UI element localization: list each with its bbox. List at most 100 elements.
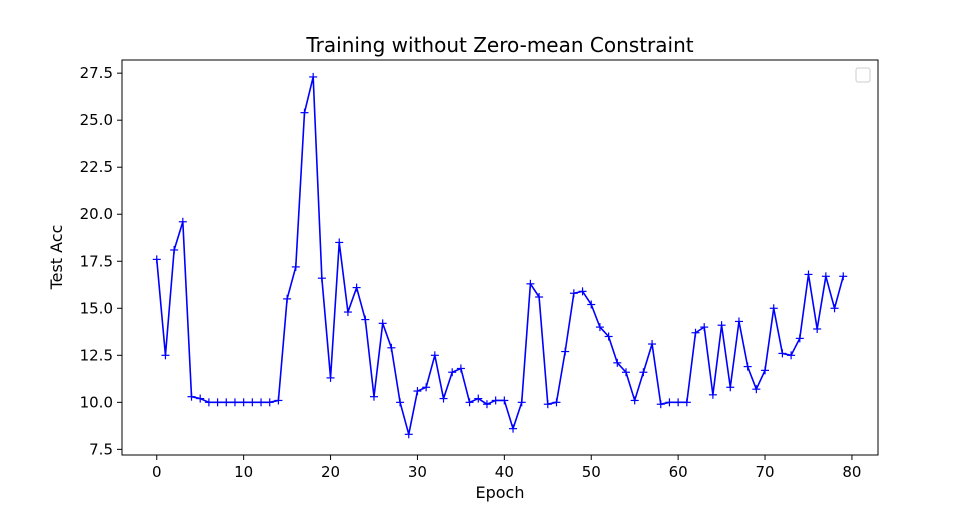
data-point: [717, 321, 726, 330]
data-point: [283, 294, 292, 303]
data-point: [352, 283, 361, 292]
y-tick-label: 20.0: [80, 205, 113, 223]
data-point: [326, 373, 335, 382]
data-point: [804, 270, 813, 279]
data-point: [178, 217, 187, 226]
data-point: [552, 398, 561, 407]
data-point: [213, 398, 222, 407]
x-tick-label: 30: [408, 463, 427, 481]
data-point: [595, 323, 604, 332]
data-point: [222, 398, 231, 407]
y-axis: 7.5 10.0 12.5 15.0 17.5 20.0 22.5 25.0 27.5: [80, 64, 122, 458]
data-point: [204, 398, 213, 407]
y-tick-label: 10.0: [80, 393, 113, 411]
data-point: [361, 315, 370, 324]
x-tick-label: 40: [495, 463, 514, 481]
data-point: [343, 308, 352, 317]
data-point: [752, 385, 761, 394]
data-point: [187, 392, 196, 401]
x-tick-label: 50: [582, 463, 601, 481]
data-point: [778, 349, 787, 358]
x-tick-label: 0: [152, 463, 162, 481]
data-point: [387, 343, 396, 352]
axes-frame: [121, 59, 879, 456]
y-tick-label: 7.5: [89, 440, 113, 458]
data-point: [639, 368, 648, 377]
data-point: [795, 334, 804, 343]
data-point: [378, 319, 387, 328]
data-point: [630, 396, 639, 405]
data-point: [526, 279, 535, 288]
data-point: [396, 398, 405, 407]
data-point: [491, 396, 500, 405]
legend-box: [855, 67, 871, 83]
data-point: [700, 323, 709, 332]
data-point: [257, 398, 266, 407]
data-point: [587, 300, 596, 309]
data-point: [274, 396, 283, 405]
data-point: [726, 383, 735, 392]
data-point: [813, 324, 822, 333]
x-tick-label: 70: [755, 463, 774, 481]
y-tick-label: 17.5: [80, 252, 113, 270]
data-point: [265, 398, 274, 407]
data-point: [761, 366, 770, 375]
data-point: [500, 396, 509, 405]
x-axis-label: Epoch: [476, 483, 525, 502]
data-point: [161, 351, 170, 360]
x-tick-label: 60: [669, 463, 688, 481]
data-point: [708, 390, 717, 399]
y-tick-label: 25.0: [80, 111, 113, 129]
data-point: [665, 398, 674, 407]
data-point: [422, 383, 431, 392]
y-tick-label: 15.0: [80, 299, 113, 317]
x-axis: 0 10 20 30 40 50 60 70 80: [152, 455, 861, 481]
data-point: [517, 398, 526, 407]
data-markers: [152, 72, 848, 439]
data-point: [413, 387, 422, 396]
data-point: [404, 430, 413, 439]
data-point: [370, 392, 378, 401]
data-point: [465, 398, 474, 407]
y-axis-label: Test Acc: [47, 225, 66, 291]
data-point: [535, 293, 544, 301]
data-point: [682, 398, 691, 407]
x-tick-label: 20: [321, 463, 340, 481]
data-point: [622, 368, 630, 377]
data-point: [604, 332, 613, 341]
plot-area: [155, 76, 845, 436]
data-point: [317, 274, 326, 283]
data-point: [543, 400, 552, 409]
data-point: [309, 72, 318, 81]
y-tick-label: 22.5: [80, 158, 113, 176]
data-point: [839, 272, 848, 281]
data-point: [196, 394, 205, 403]
data-point: [569, 289, 578, 298]
data-point: [456, 364, 465, 373]
data-point: [439, 394, 448, 403]
y-tick-label: 27.5: [80, 64, 113, 82]
data-point: [821, 272, 830, 281]
data-point: [430, 351, 439, 360]
data-point: [482, 400, 491, 409]
data-point: [474, 394, 483, 403]
data-point: [291, 262, 300, 271]
data-point: [734, 317, 743, 326]
y-tick-label: 12.5: [80, 346, 113, 364]
data-point: [674, 398, 683, 407]
series-line: [155, 76, 845, 436]
chart-title: Training without Zero-mean Constraint: [305, 33, 693, 57]
data-point: [300, 108, 309, 117]
data-point: [170, 245, 179, 254]
data-point: [787, 351, 796, 360]
data-point: [335, 238, 344, 247]
data-point: [248, 398, 257, 407]
data-point: [648, 340, 657, 349]
data-point: [743, 362, 752, 371]
data-point: [561, 347, 570, 356]
data-point: [830, 304, 839, 313]
x-tick-label: 10: [234, 463, 253, 481]
data-point: [613, 358, 622, 367]
data-point: [656, 400, 665, 409]
